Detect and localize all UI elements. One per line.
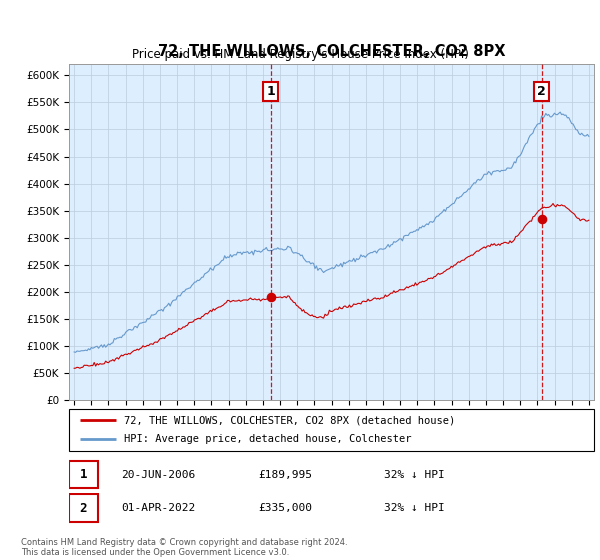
- Text: 01-APR-2022: 01-APR-2022: [121, 503, 196, 513]
- Text: 2: 2: [80, 502, 87, 515]
- Text: 2: 2: [537, 85, 546, 98]
- Text: 32% ↓ HPI: 32% ↓ HPI: [384, 503, 445, 513]
- Text: 1: 1: [80, 468, 87, 481]
- Text: 20-JUN-2006: 20-JUN-2006: [121, 470, 196, 479]
- FancyBboxPatch shape: [69, 461, 98, 488]
- Text: 32% ↓ HPI: 32% ↓ HPI: [384, 470, 445, 479]
- Text: 1: 1: [266, 85, 275, 98]
- FancyBboxPatch shape: [69, 409, 594, 451]
- Text: HPI: Average price, detached house, Colchester: HPI: Average price, detached house, Colc…: [124, 434, 412, 444]
- Text: £189,995: £189,995: [258, 470, 312, 479]
- Text: Price paid vs. HM Land Registry's House Price Index (HPI): Price paid vs. HM Land Registry's House …: [131, 48, 469, 60]
- Point: [266, 293, 276, 302]
- Point: [537, 214, 547, 223]
- Text: 72, THE WILLOWS, COLCHESTER, CO2 8PX (detached house): 72, THE WILLOWS, COLCHESTER, CO2 8PX (de…: [124, 415, 455, 425]
- FancyBboxPatch shape: [69, 494, 98, 522]
- Text: £335,000: £335,000: [258, 503, 312, 513]
- Title: 72, THE WILLOWS, COLCHESTER, CO2 8PX: 72, THE WILLOWS, COLCHESTER, CO2 8PX: [158, 44, 505, 59]
- Text: Contains HM Land Registry data © Crown copyright and database right 2024.
This d: Contains HM Land Registry data © Crown c…: [21, 538, 347, 557]
